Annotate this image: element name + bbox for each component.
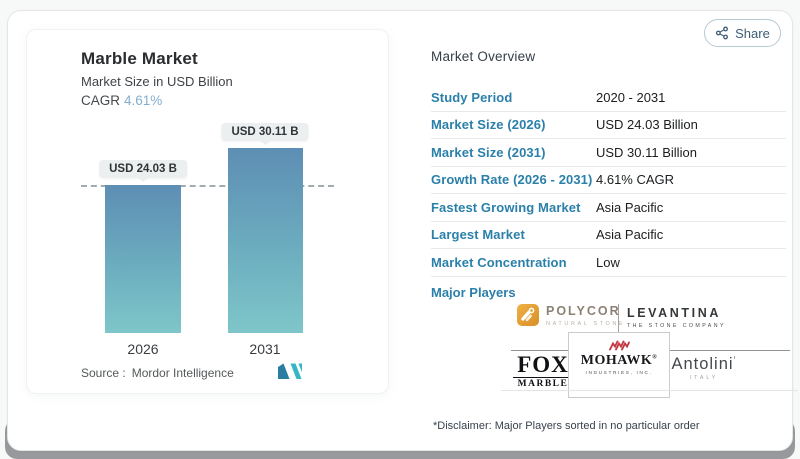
levantina-name: LEVANTINA <box>627 306 721 320</box>
polycor-logo: POLYCOR NATURAL STONE <box>517 304 625 327</box>
fox-marble-logo: FOX MARBLE <box>513 353 573 391</box>
polycor-name: POLYCOR <box>546 304 621 318</box>
x-axis-label-2026: 2026 <box>127 341 159 357</box>
source-label: Source : <box>81 366 126 380</box>
mohawk-logo: MOHAWK® INDUSTRIES, INC. <box>568 332 670 398</box>
registered-mark: ® <box>652 354 658 361</box>
antolini-logo: Antolini’ ITALY <box>671 355 737 381</box>
bar-label-chip-2026: USD 24.03 B <box>99 160 187 178</box>
antolini-tagline: ITALY <box>689 375 719 381</box>
row-label: Market Size (2026) <box>431 117 546 133</box>
chart-title: Marble Market <box>81 49 198 68</box>
polycor-tagline: NATURAL STONE <box>546 321 626 327</box>
table-row-market-size-2026: Market Size (2026) USD 24.03 Billion <box>431 112 786 139</box>
row-label: Largest Market <box>431 227 525 243</box>
fox-marble-tagline: MARBLE <box>513 377 573 391</box>
mohawk-name: MOHAWK® <box>580 353 658 368</box>
bar-value-2031: USD 30.11 B <box>231 126 299 138</box>
bar-2026 <box>105 185 181 333</box>
row-label: Market Size (2031) <box>431 144 546 160</box>
antolini-mark: ’ <box>733 355 737 365</box>
bar-2031 <box>228 148 303 333</box>
infographic-card: Marble Market Market Size in USD Billion… <box>7 10 798 451</box>
reference-line <box>81 185 334 187</box>
row-value: Low <box>596 254 620 270</box>
bar-label-chip-2031: USD 30.11 B <box>221 123 309 141</box>
row-value: 2020 - 2031 <box>596 89 666 105</box>
mohawk-tagline: INDUSTRIES, INC. <box>585 371 653 376</box>
major-players-label: Major Players <box>431 285 516 300</box>
table-row-growth-rate: Growth Rate (2026 - 2031) 4.61% CAGR <box>431 167 786 194</box>
chart-cagr: CAGR 4.61% <box>81 93 162 108</box>
table-row-study-period: Study Period 2020 - 2031 <box>431 84 786 112</box>
market-size-chart-card: Marble Market Market Size in USD Billion… <box>26 29 389 394</box>
logo-divider <box>618 304 619 333</box>
overview-title: Market Overview <box>431 49 536 64</box>
row-label: Study Period <box>431 89 513 105</box>
row-value: 4.61% CAGR <box>596 172 675 188</box>
polycor-wordmark: POLYCOR NATURAL STONE <box>546 304 625 327</box>
source-value: Mordor Intelligence <box>131 366 234 380</box>
polycor-stone-icon <box>517 304 539 326</box>
levantina-logo: LEVANTINA THE STONE COMPANY <box>627 306 726 329</box>
x-axis-label-2031: 2031 <box>249 341 281 357</box>
row-label: Growth Rate (2026 - 2031) <box>431 172 593 188</box>
table-row-market-concentration: Market Concentration Low <box>431 249 786 277</box>
antolini-name: Antolini’ <box>671 355 737 373</box>
share-icon <box>716 26 729 40</box>
row-label: Fastest Growing Market <box>431 199 581 215</box>
row-label: Market Concentration <box>431 254 567 270</box>
logos-baseline-rule <box>501 390 798 391</box>
row-value: USD 30.11 Billion <box>596 144 697 160</box>
cagr-value: 4.61% <box>124 93 163 108</box>
source-attribution: Source : Mordor Intelligence <box>81 366 234 380</box>
table-row-largest-market: Largest Market Asia Pacific <box>431 222 786 249</box>
table-row-market-size-2031: Market Size (2031) USD 30.11 Billion <box>431 139 786 167</box>
levantina-tagline: THE STONE COMPANY <box>627 323 726 329</box>
disclaimer-text: *Disclaimer: Major Players sorted in no … <box>433 420 700 432</box>
bar-value-2026: USD 24.03 B <box>109 163 177 175</box>
row-value: Asia Pacific <box>596 199 664 215</box>
fox-marble-name: FOX <box>517 352 569 377</box>
chart-subtitle: Market Size in USD Billion <box>81 74 233 89</box>
cagr-label: CAGR <box>81 93 121 108</box>
share-button-label: Share <box>735 25 770 41</box>
table-row-fastest-growing-market: Fastest Growing Market Asia Pacific <box>431 194 786 222</box>
mohawk-waves-icon <box>609 340 630 351</box>
overview-table: Study Period 2020 - 2031 Market Size (20… <box>431 84 786 277</box>
row-value: Asia Pacific <box>596 227 664 243</box>
logo-connector-line-left <box>511 350 568 351</box>
logo-connector-line-right <box>669 350 790 351</box>
mordor-intelligence-logo <box>278 363 302 379</box>
share-button[interactable]: Share <box>704 19 781 47</box>
row-value: USD 24.03 Billion <box>596 117 698 133</box>
